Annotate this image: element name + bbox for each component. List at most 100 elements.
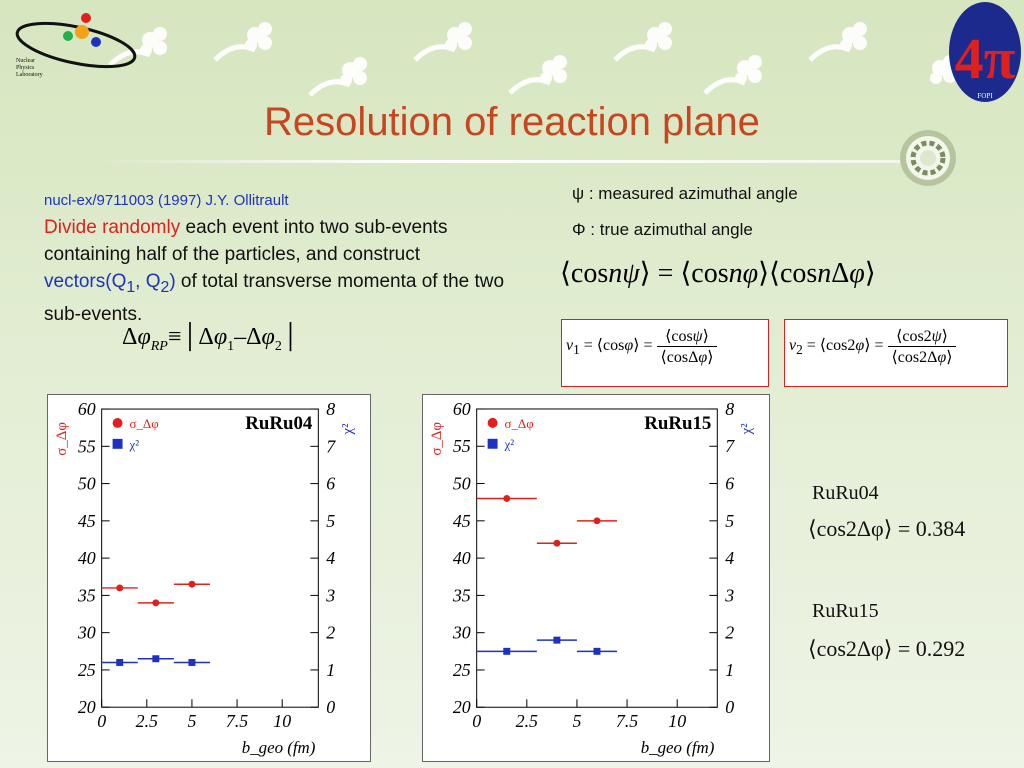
v2-equation-box: v2 = ⟨cos2φ⟩ = ⟨cos2ψ⟩ ⟨cos2Δφ⟩ bbox=[784, 319, 1008, 387]
y-right-tick-label: 5 bbox=[725, 511, 734, 531]
x-tick-label: 2.5 bbox=[136, 711, 158, 731]
y-right-tick-label: 0 bbox=[725, 697, 734, 717]
y-right-tick-label: 7 bbox=[326, 436, 336, 456]
data-point-sigma bbox=[553, 539, 561, 547]
y-left-tick-label: 30 bbox=[77, 623, 96, 643]
chart-ruru04: 0 2.5 5 7.5 10202530354045505560012345678b_g… bbox=[47, 394, 371, 762]
legend-label-sigma: σ_Δφ bbox=[505, 416, 534, 431]
y-left-tick-label: 40 bbox=[453, 548, 471, 568]
y-left-tick-label: 40 bbox=[78, 548, 96, 568]
vectors-close: ) bbox=[169, 271, 176, 292]
x-tick-label: 0 bbox=[472, 711, 481, 731]
result-equation-ruru15: ⟨cos2Δφ⟩ = 0.292 bbox=[808, 636, 966, 661]
data-point-sigma bbox=[188, 580, 196, 588]
y-right-tick-label: 4 bbox=[326, 548, 335, 568]
x-tick-label: 5 bbox=[572, 711, 581, 731]
y-left-tick-label: 20 bbox=[453, 697, 471, 717]
y-right-tick-label: 1 bbox=[326, 660, 335, 680]
reference-citation: nucl-ex/9711003 (1997) J.Y. Ollitrault bbox=[44, 192, 289, 209]
y-right-tick-label: 1 bbox=[725, 660, 734, 680]
result-label-ruru04: RuRu04 bbox=[812, 482, 879, 504]
x-tick-label: 7.5 bbox=[616, 711, 638, 731]
phi-definition: Φ : true azimuthal angle bbox=[572, 220, 753, 239]
page-title: Resolution of reaction plane bbox=[264, 100, 760, 144]
title-divider bbox=[95, 160, 910, 163]
data-point-chi bbox=[152, 655, 160, 663]
legend-label-chi: χ² bbox=[504, 437, 515, 452]
lab-logo: Nuclear Physics Laboratory bbox=[15, 13, 137, 78]
y-left-tick-label: 35 bbox=[77, 585, 96, 605]
y-left-tick-label: 25 bbox=[453, 660, 471, 680]
fopi-caption: FOPI bbox=[977, 92, 993, 100]
y-left-tick-label: 20 bbox=[78, 697, 96, 717]
paragraph-part2: of total transverse momenta of the two s… bbox=[44, 271, 505, 325]
v1-equation-box: v1 = ⟨cosφ⟩ = ⟨cosψ⟩ ⟨cosΔφ⟩ bbox=[561, 319, 769, 387]
flower-pattern bbox=[108, 22, 957, 97]
y-right-tick-label: 6 bbox=[725, 474, 734, 494]
y-right-tick-label: 8 bbox=[725, 399, 734, 419]
y-right-axis-label: χ² bbox=[739, 423, 755, 436]
result-label-ruru15: RuRu15 bbox=[812, 600, 879, 622]
svg-text:Laboratory: Laboratory bbox=[16, 72, 43, 78]
fopi-logo: 4π FOPI bbox=[949, 2, 1021, 102]
y-left-tick-label: 50 bbox=[453, 474, 471, 494]
data-point-chi bbox=[116, 658, 124, 666]
data-point-sigma bbox=[593, 517, 601, 525]
y-right-tick-label: 6 bbox=[326, 474, 335, 494]
svg-text:4π: 4π bbox=[955, 26, 1016, 91]
x-axis-label: b_geo (fm) bbox=[242, 738, 316, 757]
y-left-tick-label: 60 bbox=[78, 399, 96, 419]
svg-text:Nuclear: Nuclear bbox=[16, 58, 35, 64]
x-tick-label: 7.5 bbox=[226, 711, 248, 731]
emphasis-text: Divide randomly bbox=[44, 217, 181, 238]
y-left-tick-label: 45 bbox=[78, 511, 96, 531]
vectors-comma: , Q bbox=[135, 271, 161, 292]
delta-rp-equation: ΔφRP≡│Δφ1–Δφ2│ bbox=[122, 324, 299, 354]
y-left-tick-label: 30 bbox=[452, 623, 471, 643]
y-right-tick-label: 4 bbox=[725, 548, 734, 568]
q2-subscript: 2 bbox=[160, 278, 170, 296]
main-equation: ⟨cosnψ⟩ = ⟨cosnφ⟩⟨cosnΔφ⟩ bbox=[560, 258, 876, 289]
y-right-tick-label: 2 bbox=[725, 623, 734, 643]
legend-marker-chi bbox=[487, 438, 498, 449]
y-left-tick-label: 50 bbox=[78, 474, 96, 494]
y-left-tick-label: 60 bbox=[453, 399, 471, 419]
y-left-tick-label: 55 bbox=[453, 436, 471, 456]
y-right-tick-label: 5 bbox=[326, 511, 335, 531]
y-right-tick-label: 3 bbox=[325, 585, 335, 605]
y-right-tick-label: 3 bbox=[724, 585, 734, 605]
y-left-tick-label: 55 bbox=[78, 436, 96, 456]
chart-title: RuRu15 bbox=[644, 413, 711, 434]
plot-frame bbox=[476, 408, 718, 708]
legend-label-sigma: σ_Δφ bbox=[129, 416, 158, 431]
y-right-tick-label: 8 bbox=[326, 399, 335, 419]
y-right-tick-label: 7 bbox=[725, 436, 735, 456]
legend-label-chi: χ² bbox=[128, 437, 139, 452]
x-axis-label: b_geo (fm) bbox=[641, 738, 715, 757]
y-left-axis-label: σ_Δφ bbox=[429, 422, 445, 456]
legend-marker-chi bbox=[112, 438, 123, 449]
y-left-tick-label: 25 bbox=[78, 660, 96, 680]
x-tick-label: 10 bbox=[273, 711, 291, 731]
data-point-sigma bbox=[152, 599, 160, 607]
header-banner: Nuclear Physics Laboratory 4π FOPI bbox=[15, 2, 1021, 102]
psi-definition: ψ : measured azimuthal angle bbox=[572, 184, 798, 203]
data-point-chi bbox=[553, 636, 561, 644]
paragraph-part1: each event into two sub-events containin… bbox=[44, 217, 448, 265]
chart-title: RuRu04 bbox=[245, 413, 313, 434]
chart-ruru15: 0 2.5 5 7.5 10202530354045505560012345678b_g… bbox=[422, 394, 770, 762]
legend-marker-sigma bbox=[487, 417, 498, 428]
svg-text:Physics: Physics bbox=[16, 65, 35, 71]
data-point-chi bbox=[593, 647, 601, 655]
x-tick-label: 5 bbox=[187, 711, 196, 731]
y-left-tick-label: 35 bbox=[452, 585, 471, 605]
y-right-axis-label: χ² bbox=[340, 423, 356, 436]
y-right-tick-label: 2 bbox=[326, 623, 335, 643]
data-point-sigma bbox=[503, 494, 511, 502]
result-equation-ruru04: ⟨cos2Δφ⟩ = 0.384 bbox=[808, 516, 966, 541]
x-tick-label: 10 bbox=[668, 711, 686, 731]
x-tick-label: 2.5 bbox=[516, 711, 538, 731]
method-description: Divide randomly each event into two sub-… bbox=[44, 214, 514, 328]
legend-marker-sigma bbox=[112, 417, 123, 428]
y-left-axis-label: σ_Δφ bbox=[54, 422, 70, 456]
